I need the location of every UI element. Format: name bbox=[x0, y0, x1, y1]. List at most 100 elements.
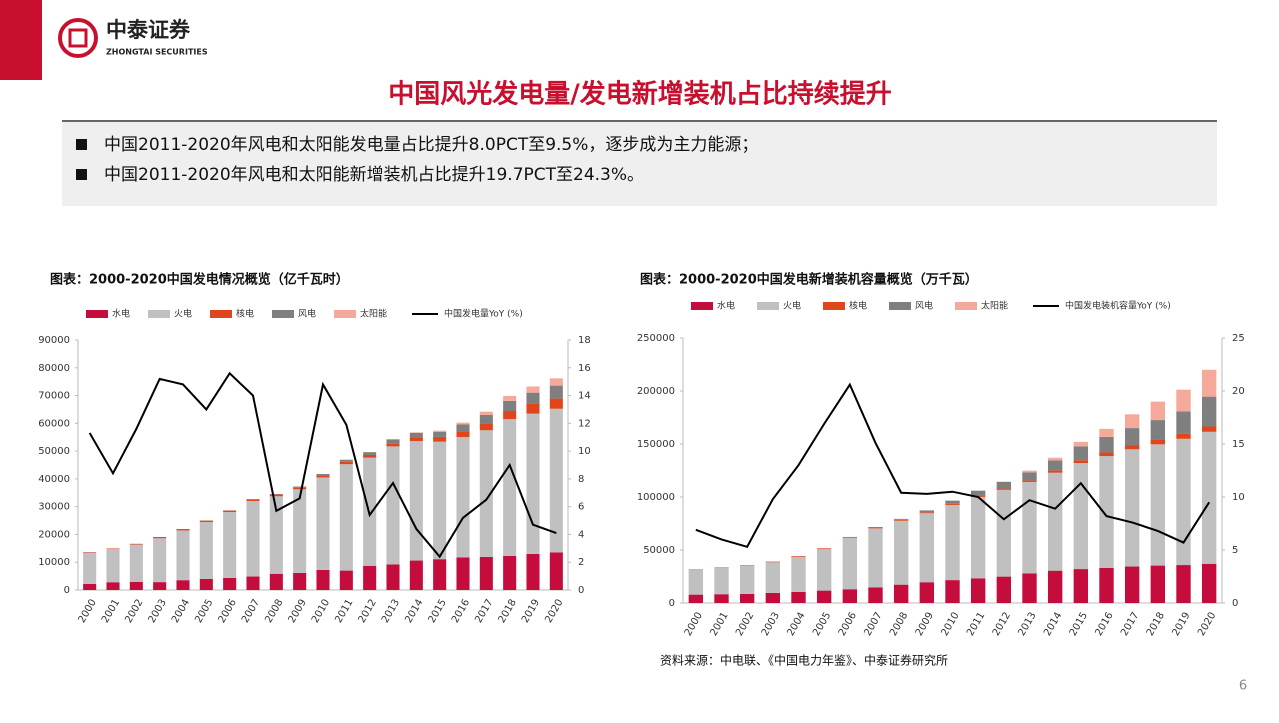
y-tick-label: 50000 bbox=[38, 446, 70, 457]
bar-segment bbox=[270, 574, 283, 590]
bar-segment bbox=[971, 491, 985, 496]
bar-segment bbox=[386, 439, 399, 443]
bar-segment bbox=[246, 577, 259, 590]
x-tick-label: 2013 bbox=[380, 598, 402, 626]
y-tick-label: 30000 bbox=[38, 502, 70, 513]
bar-segment bbox=[410, 561, 423, 590]
bar-segment bbox=[386, 443, 399, 446]
y2-tick-label: 6 bbox=[578, 502, 584, 513]
legend-label: 火电 bbox=[783, 300, 801, 312]
bar-segment bbox=[1022, 573, 1036, 603]
bar-segment bbox=[1125, 414, 1139, 428]
bar-segment bbox=[1022, 471, 1036, 473]
bar-segment bbox=[433, 437, 446, 442]
x-tick-label: 2004 bbox=[170, 598, 192, 626]
x-tick-label: 2002 bbox=[734, 611, 756, 639]
y-tick-label: 90000 bbox=[38, 335, 70, 346]
bar-segment bbox=[550, 386, 563, 399]
y2-tick-label: 18 bbox=[578, 335, 591, 346]
logo-mark bbox=[70, 30, 86, 46]
bar-segment bbox=[293, 487, 306, 489]
bar-segment bbox=[1202, 432, 1216, 564]
y2-tick-label: 10 bbox=[578, 446, 591, 457]
bar-segment bbox=[200, 521, 213, 522]
bar-segment bbox=[503, 396, 516, 401]
bar-segment bbox=[480, 415, 493, 423]
x-tick-label: 2004 bbox=[785, 611, 807, 639]
bar-segment bbox=[340, 462, 353, 464]
bar-segment bbox=[340, 460, 353, 462]
bullet-mark bbox=[76, 169, 87, 180]
legend-swatch bbox=[210, 310, 232, 318]
bar-segment bbox=[316, 475, 329, 477]
bar-segment bbox=[176, 530, 189, 580]
bar-segment bbox=[1074, 442, 1088, 446]
x-tick-label: 2015 bbox=[427, 598, 449, 626]
bar-segment bbox=[714, 594, 728, 603]
bar-segment bbox=[526, 414, 539, 554]
bar-segment bbox=[945, 504, 959, 505]
bar-segment bbox=[456, 423, 469, 425]
y-tick-label: 70000 bbox=[38, 391, 70, 402]
legend-label: 中国发电装机容量YoY (%) bbox=[1065, 300, 1171, 312]
bar-segment bbox=[1176, 411, 1190, 433]
bar-segment bbox=[766, 593, 780, 603]
y2-tick-label: 0 bbox=[1232, 598, 1238, 609]
bar-segment bbox=[433, 432, 446, 437]
bar-segment bbox=[1202, 397, 1216, 427]
legend-label: 风电 bbox=[298, 308, 316, 320]
bar-segment bbox=[1074, 446, 1088, 460]
bar-segment bbox=[153, 537, 166, 538]
bar-segment bbox=[791, 557, 805, 592]
bar-segment bbox=[1048, 471, 1062, 473]
bar-segment bbox=[1125, 567, 1139, 603]
y-tick-label: 0 bbox=[669, 598, 675, 609]
bar-segment bbox=[363, 455, 376, 458]
x-tick-label: 2020 bbox=[1196, 611, 1218, 639]
bar-segment bbox=[766, 562, 780, 593]
bar-segment bbox=[246, 501, 259, 577]
y2-tick-label: 8 bbox=[578, 474, 584, 485]
bullet-mark bbox=[76, 139, 87, 150]
x-tick-label: 2005 bbox=[193, 598, 215, 626]
bar-segment bbox=[410, 432, 423, 433]
x-tick-label: 2011 bbox=[333, 598, 355, 626]
bar-segment bbox=[526, 393, 539, 404]
y-tick-label: 20000 bbox=[38, 529, 70, 540]
bar-segment bbox=[868, 587, 882, 603]
x-tick-label: 2010 bbox=[939, 611, 961, 639]
bar-segment bbox=[106, 549, 119, 582]
bar-segment bbox=[997, 488, 1011, 489]
bar-segment bbox=[340, 464, 353, 570]
y-tick-label: 50000 bbox=[643, 545, 675, 556]
bar-segment bbox=[386, 446, 399, 564]
bar-segment bbox=[843, 589, 857, 603]
bar-segment bbox=[270, 494, 283, 496]
bar-segment bbox=[971, 497, 985, 578]
bar-segment bbox=[503, 411, 516, 419]
bar-segment bbox=[920, 582, 934, 603]
bar-segment bbox=[894, 520, 908, 521]
bar-segment bbox=[550, 552, 563, 590]
bar-segment bbox=[945, 501, 959, 504]
bar-segment bbox=[740, 594, 754, 603]
bar-segment bbox=[1048, 460, 1062, 470]
y2-tick-label: 0 bbox=[578, 585, 584, 596]
x-tick-label: 2015 bbox=[1068, 611, 1090, 639]
bar-segment bbox=[293, 487, 306, 488]
x-tick-label: 2008 bbox=[888, 611, 910, 639]
x-tick-label: 2012 bbox=[991, 610, 1013, 638]
bar-segment bbox=[1074, 460, 1088, 463]
bar-segment bbox=[480, 423, 493, 430]
legend-swatch bbox=[757, 302, 779, 310]
bar-segment bbox=[130, 545, 143, 583]
bar-segment bbox=[714, 567, 728, 594]
y-tick-label: 100000 bbox=[637, 492, 675, 503]
x-tick-label: 2014 bbox=[403, 598, 425, 626]
bar-segment bbox=[1022, 480, 1036, 482]
bar-segment bbox=[340, 571, 353, 590]
bar-segment bbox=[153, 582, 166, 590]
bar-segment bbox=[410, 441, 423, 560]
bar-segment bbox=[1099, 437, 1113, 453]
bar-segment bbox=[894, 521, 908, 585]
